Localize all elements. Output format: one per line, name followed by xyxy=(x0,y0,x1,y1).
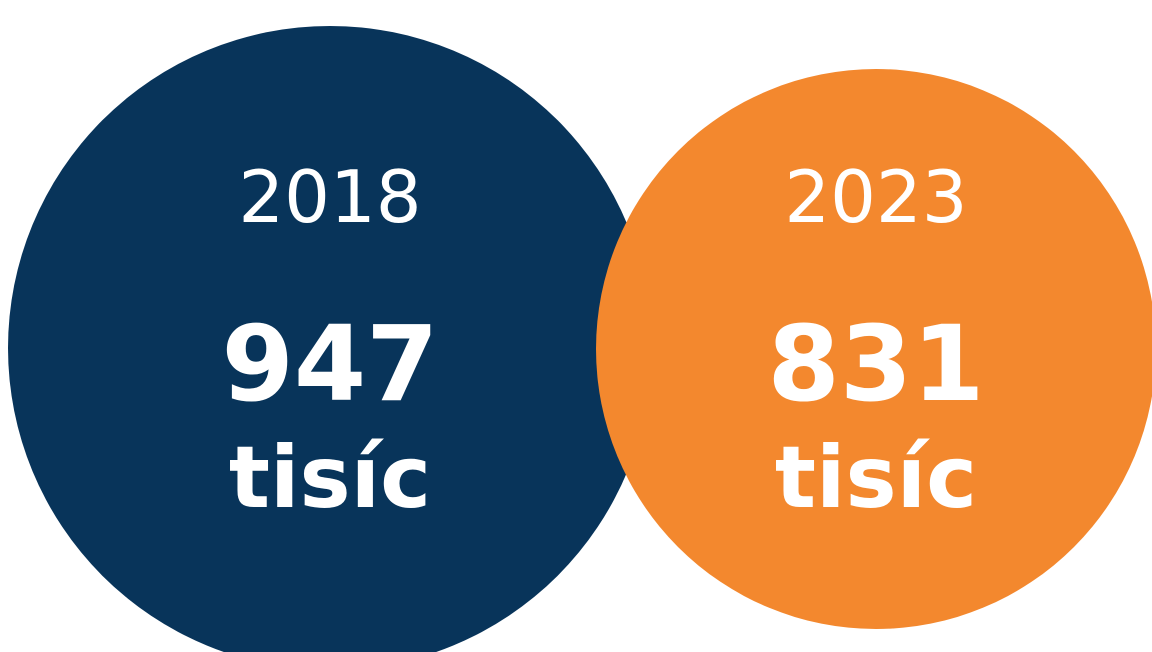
bubble-2023-unit: tisíc xyxy=(775,428,977,528)
bubble-2023-circle xyxy=(596,69,1152,629)
bubble-2023-year: 2023 xyxy=(784,155,967,239)
bubble-2023: 2023 831 tisíc xyxy=(596,69,1152,629)
bubble-2018-year: 2018 xyxy=(238,155,421,239)
bubble-2018-circle xyxy=(8,26,652,652)
bubble-2018-value: 947 xyxy=(221,303,438,425)
bubble-2018-unit: tisíc xyxy=(229,428,431,528)
bubble-2018: 2018 947 tisíc xyxy=(8,26,652,652)
bubble-2023-value: 831 xyxy=(767,303,984,425)
